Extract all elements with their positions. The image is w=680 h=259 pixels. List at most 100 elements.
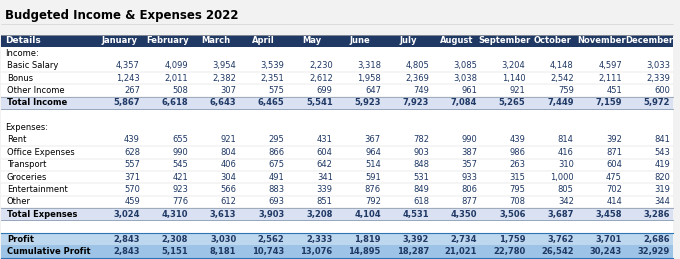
Text: 3,204: 3,204 <box>502 61 526 70</box>
Text: April: April <box>252 37 275 45</box>
Text: Details: Details <box>5 37 41 45</box>
Text: Bonus: Bonus <box>7 74 33 83</box>
Text: Cumulative Profit: Cumulative Profit <box>7 247 90 256</box>
Text: 545: 545 <box>172 160 188 169</box>
Bar <box>1 84 673 97</box>
Text: 357: 357 <box>461 160 477 169</box>
Text: 416: 416 <box>558 148 574 157</box>
Text: 2,011: 2,011 <box>165 74 188 83</box>
Text: 5,923: 5,923 <box>354 98 381 107</box>
Text: September: September <box>479 37 531 45</box>
Text: 702: 702 <box>606 185 622 194</box>
Text: November: November <box>577 37 626 45</box>
Text: 2,351: 2,351 <box>260 74 284 83</box>
Text: 263: 263 <box>509 160 526 169</box>
Bar <box>1 208 673 220</box>
Text: 392: 392 <box>606 135 622 145</box>
Text: 307: 307 <box>220 86 237 95</box>
Text: 2,562: 2,562 <box>258 235 284 243</box>
Text: 3,208: 3,208 <box>306 210 333 219</box>
Text: 6,465: 6,465 <box>258 98 284 107</box>
Text: 3,954: 3,954 <box>213 61 237 70</box>
Text: 543: 543 <box>654 148 670 157</box>
Text: 5,151: 5,151 <box>161 247 188 256</box>
Text: 814: 814 <box>558 135 574 145</box>
Text: 820: 820 <box>654 172 670 182</box>
Text: 295: 295 <box>269 135 284 145</box>
Text: 795: 795 <box>509 185 526 194</box>
Text: 566: 566 <box>220 185 237 194</box>
Text: 961: 961 <box>462 86 477 95</box>
Bar <box>1 171 673 183</box>
Text: 7,084: 7,084 <box>451 98 477 107</box>
Text: 903: 903 <box>413 148 429 157</box>
Text: 3,687: 3,687 <box>547 210 574 219</box>
Text: 876: 876 <box>364 185 381 194</box>
Text: 2,734: 2,734 <box>451 235 477 243</box>
Text: 5,541: 5,541 <box>306 98 333 107</box>
Text: 871: 871 <box>606 148 622 157</box>
Text: 883: 883 <box>269 185 284 194</box>
Text: 371: 371 <box>124 172 140 182</box>
Text: 4,531: 4,531 <box>403 210 429 219</box>
Text: 18,287: 18,287 <box>397 247 429 256</box>
Text: 604: 604 <box>317 148 333 157</box>
Text: 6,643: 6,643 <box>209 98 237 107</box>
Text: 849: 849 <box>413 185 429 194</box>
Text: 3,539: 3,539 <box>260 61 284 70</box>
Text: 604: 604 <box>606 160 622 169</box>
Text: 4,597: 4,597 <box>598 61 622 70</box>
Text: 4,310: 4,310 <box>162 210 188 219</box>
Bar <box>1 109 673 121</box>
Text: Budgeted Income & Expenses 2022: Budgeted Income & Expenses 2022 <box>5 9 238 22</box>
Text: 1,000: 1,000 <box>550 172 574 182</box>
Text: 7,159: 7,159 <box>596 98 622 107</box>
Bar <box>1 35 673 47</box>
Text: March: March <box>201 37 230 45</box>
Text: 612: 612 <box>220 197 237 206</box>
Text: 341: 341 <box>317 172 333 182</box>
Text: 921: 921 <box>220 135 237 145</box>
Text: 5,265: 5,265 <box>498 98 526 107</box>
Text: 1,759: 1,759 <box>499 235 526 243</box>
Text: 792: 792 <box>365 197 381 206</box>
Text: 451: 451 <box>606 86 622 95</box>
Text: Other: Other <box>7 197 31 206</box>
Text: 4,104: 4,104 <box>354 210 381 219</box>
Text: 1,958: 1,958 <box>357 74 381 83</box>
Text: 439: 439 <box>124 135 140 145</box>
Bar <box>1 183 673 196</box>
Text: 2,686: 2,686 <box>643 235 670 243</box>
Text: 475: 475 <box>606 172 622 182</box>
Text: 3,458: 3,458 <box>596 210 622 219</box>
Text: 2,382: 2,382 <box>212 74 237 83</box>
Text: 459: 459 <box>124 197 140 206</box>
Text: January: January <box>101 37 137 45</box>
Bar <box>1 159 673 171</box>
Text: 2,843: 2,843 <box>114 235 140 243</box>
Text: 776: 776 <box>172 197 188 206</box>
Text: 3,033: 3,033 <box>646 61 670 70</box>
Text: 642: 642 <box>317 160 333 169</box>
Text: Profit: Profit <box>7 235 34 243</box>
Text: 708: 708 <box>509 197 526 206</box>
Text: 804: 804 <box>220 148 237 157</box>
Text: 2,333: 2,333 <box>306 235 333 243</box>
Text: December: December <box>626 37 673 45</box>
Text: Entertainment: Entertainment <box>7 185 67 194</box>
Text: 841: 841 <box>654 135 670 145</box>
Text: 1,243: 1,243 <box>116 74 140 83</box>
Text: 986: 986 <box>509 148 526 157</box>
Text: 421: 421 <box>172 172 188 182</box>
Text: August: August <box>440 37 473 45</box>
Text: 749: 749 <box>413 86 429 95</box>
Text: 8,181: 8,181 <box>210 247 237 256</box>
Text: 570: 570 <box>124 185 140 194</box>
Text: Total Expenses: Total Expenses <box>7 210 77 219</box>
Text: 923: 923 <box>172 185 188 194</box>
Text: 2,111: 2,111 <box>598 74 622 83</box>
Bar <box>1 72 673 84</box>
Text: 699: 699 <box>317 86 333 95</box>
Text: 315: 315 <box>509 172 526 182</box>
Text: 591: 591 <box>365 172 381 182</box>
